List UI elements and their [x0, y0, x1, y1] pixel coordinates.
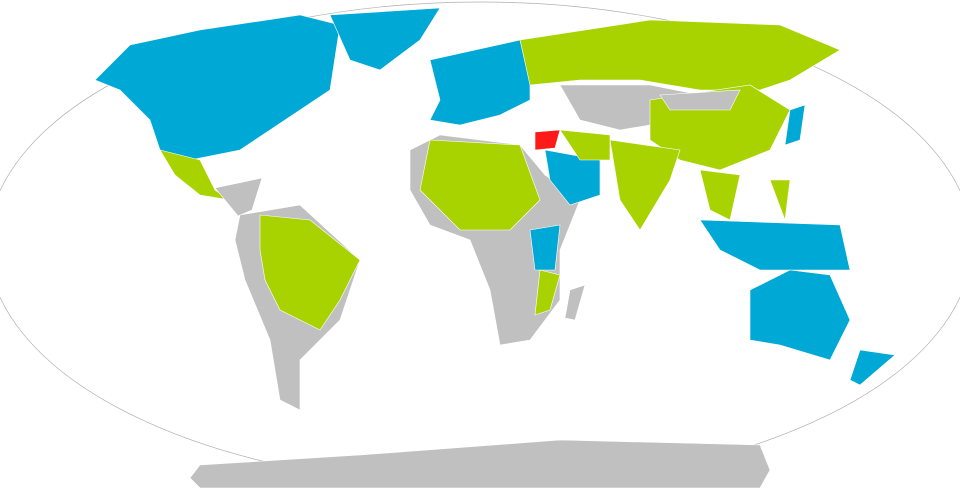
region-australia — [749, 269, 851, 361]
region-madagascar — [564, 284, 586, 321]
region-central-america — [214, 177, 263, 217]
region-greenland — [329, 7, 441, 71]
region-africa-north — [419, 139, 541, 231]
region-europe — [429, 39, 531, 126]
region-antarctica — [189, 439, 771, 488]
region-mozambique — [534, 269, 561, 316]
region-east-africa — [529, 224, 561, 271]
region-mongolia — [659, 89, 741, 111]
region-southeast-asia — [699, 169, 741, 221]
region-iran — [559, 129, 611, 161]
region-india — [609, 139, 681, 231]
region-brazil-region — [259, 214, 361, 331]
region-philippines — [769, 179, 791, 221]
region-japan — [784, 104, 806, 146]
region-indonesia — [699, 219, 851, 271]
region-north-america — [94, 14, 341, 161]
region-new-zealand — [849, 349, 896, 386]
region-syria — [534, 129, 561, 151]
region-russia — [519, 19, 841, 91]
